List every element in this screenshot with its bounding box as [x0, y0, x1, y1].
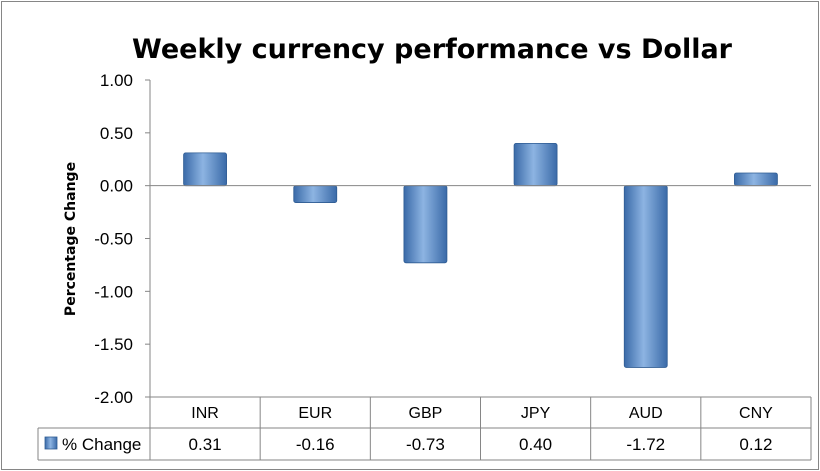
y-tick-label: -2.00: [94, 388, 133, 407]
bar-aud: [623, 185, 668, 368]
category-label: GBP: [409, 405, 443, 422]
data-label: 0.12: [739, 435, 772, 454]
category-label: CNY: [739, 405, 773, 422]
data-label: -0.16: [296, 435, 335, 454]
y-axis-label: Percentage Change: [63, 162, 79, 316]
y-tick-label: -0.50: [94, 230, 133, 249]
category-label: INR: [191, 405, 219, 422]
category-label: AUD: [629, 405, 663, 422]
category-label: JPY: [521, 405, 551, 422]
bar-eur: [293, 185, 338, 203]
bar-inr: [183, 152, 227, 187]
bar-gbp: [403, 185, 448, 264]
legend-label: % Change: [62, 435, 141, 454]
y-tick-label: 0.00: [100, 177, 133, 196]
bar-cny: [734, 172, 778, 187]
chart-title: Weekly currency performance vs Dollar: [132, 34, 733, 65]
data-label: -0.73: [406, 435, 445, 454]
bar-jpy: [513, 142, 558, 187]
category-label: EUR: [298, 405, 332, 422]
y-tick-label: -1.50: [94, 335, 133, 354]
data-label: -1.72: [626, 435, 665, 454]
legend-swatch: [44, 436, 58, 450]
y-tick-label: 0.50: [100, 124, 133, 143]
data-label: 0.31: [189, 435, 222, 454]
y-tick-label: -1.00: [94, 282, 133, 301]
y-tick-label: 1.00: [100, 71, 133, 90]
data-label: 0.40: [519, 435, 552, 454]
